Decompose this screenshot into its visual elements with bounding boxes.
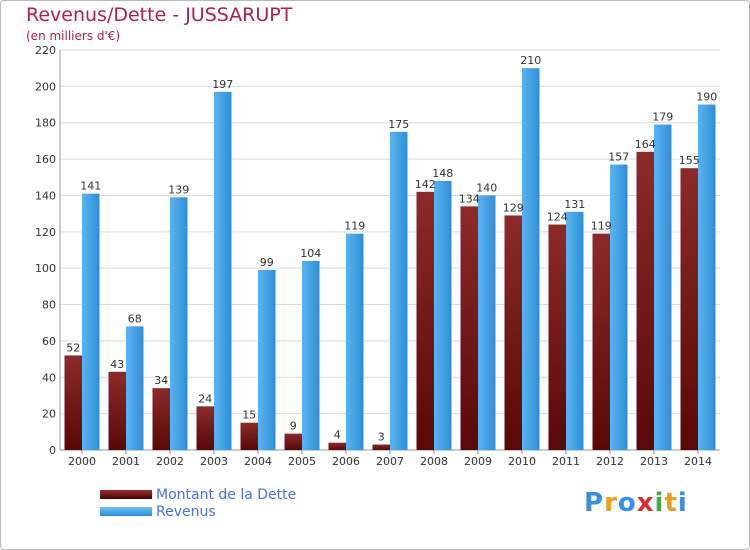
data-label-revenus: 68 — [128, 312, 142, 325]
data-label-revenus: 104 — [300, 247, 321, 260]
data-label-revenus: 179 — [652, 111, 673, 124]
bar-dette — [152, 388, 170, 450]
chart-subtitle: (en milliers d'€) — [26, 29, 121, 43]
y-tick-label: 40 — [42, 371, 56, 384]
data-label-dette: 142 — [415, 178, 436, 191]
data-label-revenus: 157 — [608, 151, 629, 164]
bar-revenus — [522, 68, 540, 450]
bar-dette — [592, 233, 610, 450]
data-label-dette: 3 — [378, 431, 385, 444]
bar-dette — [416, 191, 434, 450]
x-tick-label: 2003 — [200, 455, 228, 468]
data-label-revenus: 131 — [564, 198, 585, 211]
x-tick-label: 2012 — [596, 455, 624, 468]
bar-revenus — [346, 233, 364, 450]
legend-label-debt: Montant de la Dette — [156, 486, 297, 503]
bar-revenus — [170, 197, 188, 450]
bar-dette — [284, 433, 302, 450]
x-tick-label: 2011 — [552, 455, 580, 468]
data-label-dette: 129 — [503, 201, 524, 214]
y-tick-label: 140 — [35, 189, 56, 202]
data-label-dette: 9 — [290, 420, 297, 433]
y-tick-label: 120 — [35, 226, 56, 239]
bar-revenus — [302, 260, 320, 450]
bar-revenus — [82, 193, 100, 451]
x-tick-label: 2010 — [508, 455, 536, 468]
y-tick-label: 20 — [42, 408, 56, 421]
x-tick-label: 2000 — [68, 455, 96, 468]
x-tick-label: 2009 — [464, 455, 492, 468]
x-tick-label: 2004 — [244, 455, 272, 468]
legend-item-revenus: Revenus — [100, 503, 296, 520]
bar-revenus — [258, 270, 276, 450]
data-label-revenus: 175 — [388, 118, 409, 131]
x-tick-label: 2006 — [332, 455, 360, 468]
bar-dette — [548, 224, 566, 450]
y-tick-label: 60 — [42, 335, 56, 348]
x-tick-label: 2005 — [288, 455, 316, 468]
bar-revenus — [566, 211, 584, 450]
data-label-dette: 119 — [591, 220, 612, 233]
bar-dette — [372, 444, 390, 450]
y-tick-label: 80 — [42, 299, 56, 312]
y-tick-label: 0 — [49, 444, 56, 457]
legend: Montant de la Dette Revenus — [100, 486, 296, 520]
legend-label-revenus: Revenus — [156, 503, 216, 520]
data-label-revenus: 141 — [80, 180, 101, 193]
x-tick-label: 2008 — [420, 455, 448, 468]
data-label-revenus: 197 — [212, 78, 233, 91]
bar-dette — [196, 406, 214, 450]
bar-revenus — [478, 195, 496, 450]
data-label-revenus: 119 — [344, 220, 365, 233]
x-tick-label: 2001 — [112, 455, 140, 468]
y-tick-label: 160 — [35, 153, 56, 166]
bar-dette — [64, 355, 82, 450]
data-label-dette: 24 — [198, 392, 212, 405]
data-label-dette: 164 — [635, 138, 656, 151]
x-tick-label: 2002 — [156, 455, 184, 468]
x-tick-label: 2013 — [640, 455, 668, 468]
bar-revenus — [390, 131, 408, 450]
data-label-dette: 4 — [334, 429, 341, 442]
data-label-dette: 43 — [110, 358, 124, 371]
chart-title: Revenus/Dette - JUSSARUPT — [26, 4, 293, 26]
bar-revenus — [214, 91, 232, 451]
y-tick-label: 220 — [35, 44, 56, 57]
bar-dette — [240, 422, 258, 450]
y-tick-label: 180 — [35, 117, 56, 130]
x-tick-label: 2014 — [684, 455, 712, 468]
bar-dette — [108, 371, 126, 450]
data-label-revenus: 210 — [520, 54, 541, 67]
data-label-revenus: 190 — [696, 91, 717, 104]
data-label-dette: 52 — [66, 341, 80, 354]
bar-revenus — [434, 180, 452, 450]
bar-dette — [328, 442, 346, 450]
x-tick-label: 2007 — [376, 455, 404, 468]
legend-swatch-revenus — [100, 507, 152, 516]
bar-dette — [680, 168, 698, 450]
legend-swatch-debt — [100, 490, 152, 499]
bar-dette — [636, 151, 654, 450]
bar-revenus — [654, 124, 672, 450]
data-label-dette: 34 — [154, 374, 168, 387]
y-tick-label: 200 — [35, 80, 56, 93]
legend-item-debt: Montant de la Dette — [100, 486, 296, 503]
data-label-dette: 15 — [242, 409, 256, 422]
data-label-dette: 155 — [679, 154, 700, 167]
bar-dette — [504, 215, 522, 450]
bar-revenus — [698, 104, 716, 450]
y-tick-label: 100 — [35, 262, 56, 275]
data-label-revenus: 148 — [432, 167, 453, 180]
data-label-dette: 124 — [547, 211, 568, 224]
data-label-revenus: 140 — [476, 181, 497, 194]
bar-dette — [460, 206, 478, 450]
bar-revenus — [610, 164, 628, 450]
bar-revenus — [126, 326, 144, 450]
data-label-dette: 134 — [459, 192, 480, 205]
proxiti-logo: Proxiti — [584, 488, 688, 518]
data-label-revenus: 139 — [168, 183, 189, 196]
data-label-revenus: 99 — [260, 256, 274, 269]
